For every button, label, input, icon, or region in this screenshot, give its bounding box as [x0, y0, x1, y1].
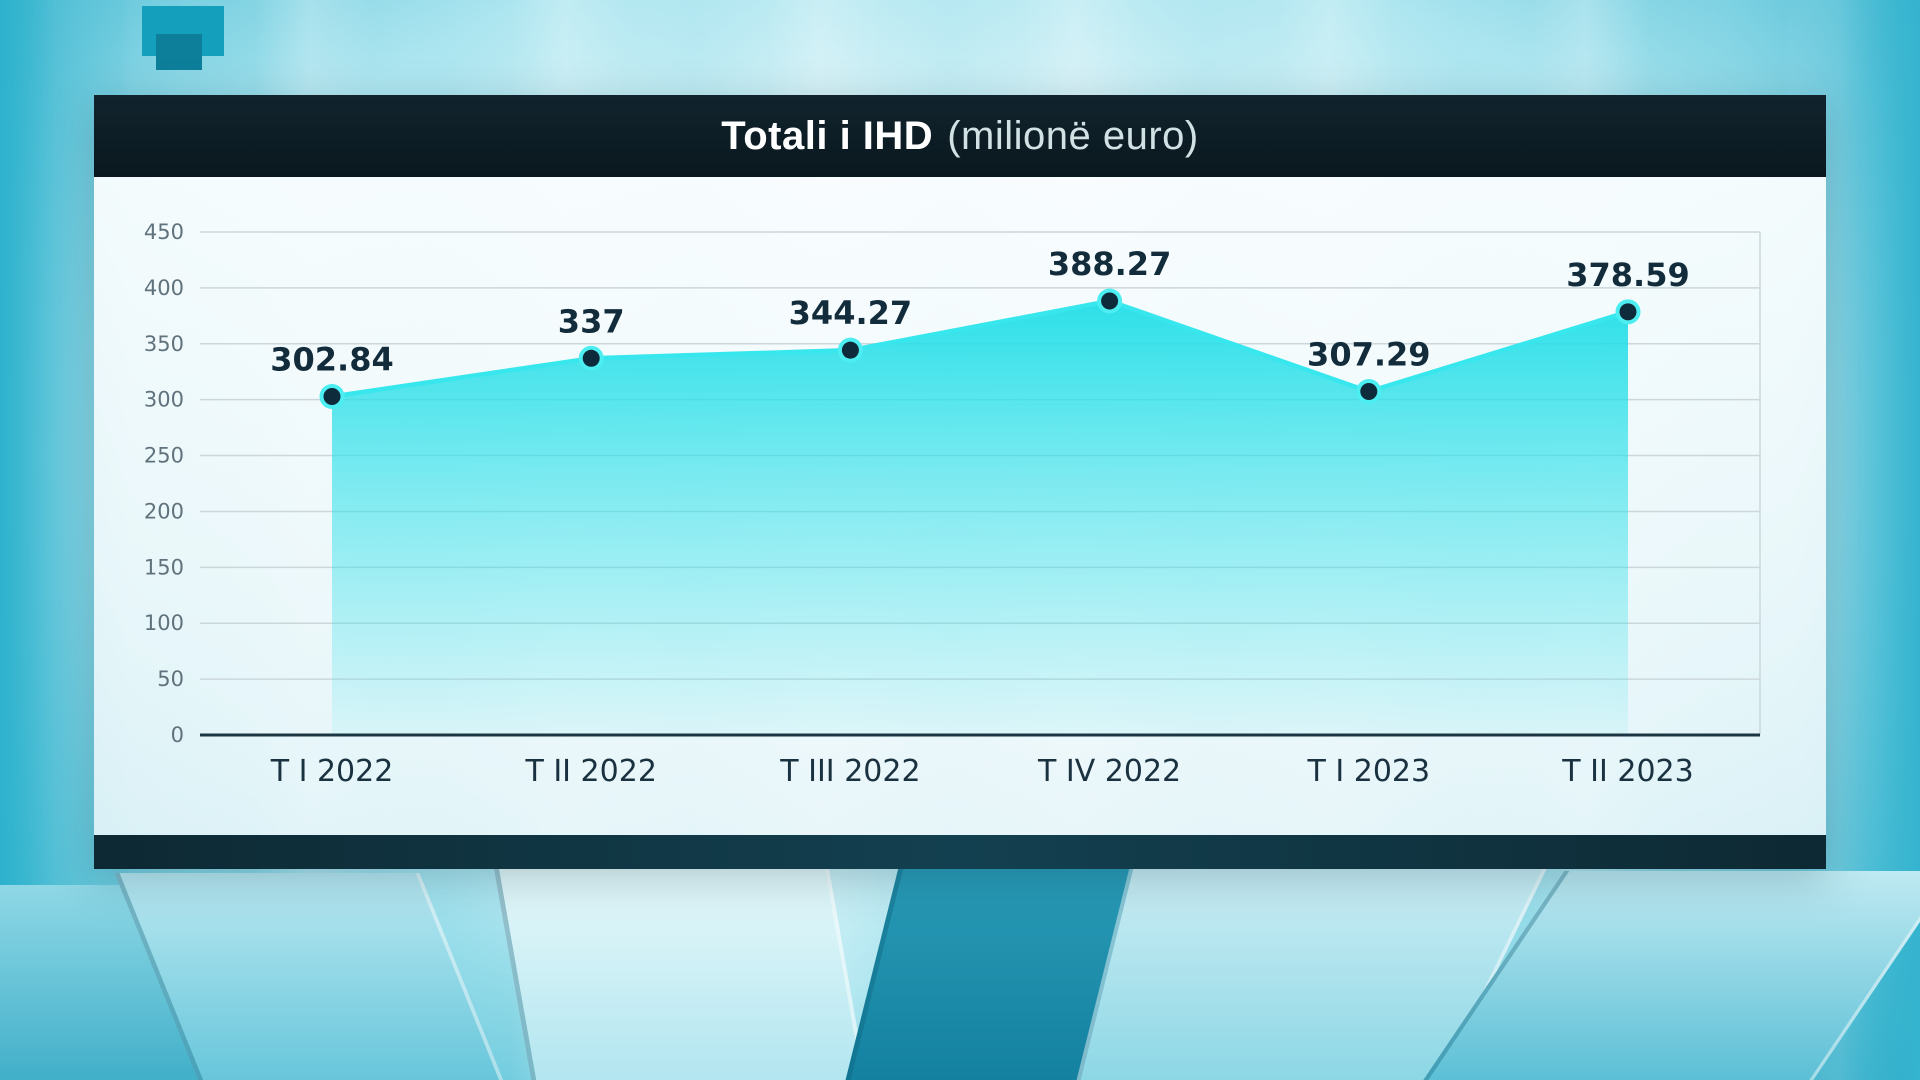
chart-footer-bar: [94, 835, 1826, 869]
svg-text:0: 0: [171, 723, 184, 747]
svg-text:450: 450: [144, 220, 184, 244]
svg-text:100: 100: [144, 611, 184, 635]
area-chart: 0 50 100 150 200 250 300 350 400 450 302.84 T I 202…: [144, 220, 1761, 789]
svg-text:T II 2022: T II 2022: [524, 754, 656, 789]
svg-text:150: 150: [144, 555, 184, 579]
svg-text:337: 337: [558, 302, 625, 340]
svg-text:50: 50: [157, 667, 184, 691]
background-chip: [156, 34, 202, 70]
chart-title: Totali i IHD: [721, 113, 934, 158]
floor-plank: [491, 853, 874, 1080]
svg-text:T III 2022: T III 2022: [779, 754, 920, 789]
svg-text:344.27: 344.27: [789, 294, 912, 332]
svg-text:350: 350: [144, 332, 184, 356]
svg-text:T II 2023: T II 2023: [1561, 754, 1693, 789]
svg-text:307.29: 307.29: [1307, 336, 1430, 374]
floor-plank: [835, 860, 1136, 1080]
svg-text:250: 250: [144, 444, 184, 468]
svg-text:200: 200: [144, 499, 184, 523]
chart-subtitle: (milionë euro): [947, 113, 1199, 158]
svg-text:T IV 2022: T IV 2022: [1037, 754, 1181, 789]
svg-text:300: 300: [144, 388, 184, 412]
svg-text:388.27: 388.27: [1048, 245, 1171, 283]
chart-area: 0 50 100 150 200 250 300 350 400 450 302.84 T I 202…: [94, 177, 1826, 835]
floor-plank: [1395, 871, 1920, 1080]
floor-plank: [991, 845, 1559, 1080]
studio-floor: [0, 845, 1920, 1080]
svg-text:400: 400: [144, 276, 184, 300]
floor-plank: [0, 885, 270, 1080]
svg-text:378.59: 378.59: [1566, 256, 1689, 294]
chart-header: Totali i IHD (milionë euro): [94, 95, 1826, 177]
background-chip: [142, 6, 224, 56]
chart-panel: Totali i IHD (milionë euro) 0 50 100 150 200…: [94, 95, 1826, 869]
svg-text:T I 2022: T I 2022: [270, 754, 394, 789]
svg-text:T I 2023: T I 2023: [1307, 754, 1431, 789]
floor-plank: [114, 873, 521, 1080]
svg-text:302.84: 302.84: [270, 340, 393, 378]
